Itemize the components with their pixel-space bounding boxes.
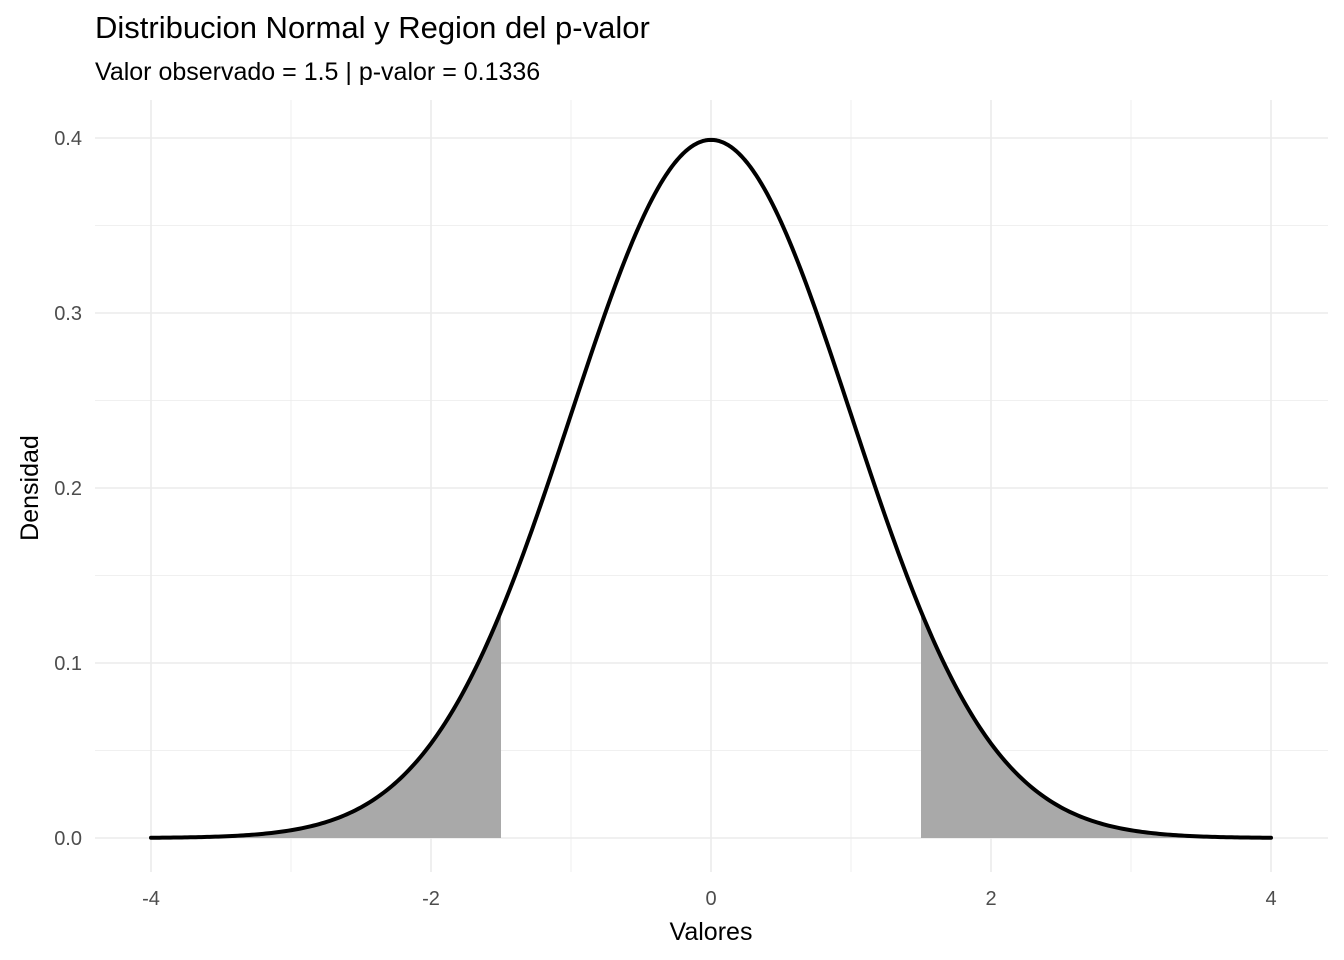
chart-title: Distribucion Normal y Region del p-valor	[95, 10, 650, 45]
x-tick-label: 2	[985, 888, 996, 910]
x-tick-label: -4	[142, 888, 160, 910]
x-tick-label: 4	[1265, 888, 1276, 910]
y-tick-label: 0.4	[54, 128, 82, 150]
chart-subtitle: Valor observado = 1.5 | p-valor = 0.1336	[95, 58, 541, 86]
x-tick-label: 0	[705, 888, 716, 910]
x-axis-title: Valores	[670, 918, 753, 946]
shaded-regions	[151, 611, 1271, 838]
y-tick-labels: 0.0 0.1 0.2 0.3 0.4	[54, 128, 82, 850]
x-tick-label: -2	[422, 888, 440, 910]
y-tick-label: 0.2	[54, 478, 82, 500]
shaded-region-left	[151, 611, 501, 838]
grid	[95, 100, 1328, 872]
x-tick-labels: -4 -2 0 2 4	[142, 888, 1276, 910]
y-tick-label: 0.3	[54, 303, 82, 325]
density-curve	[149, 137, 1273, 840]
y-axis-title: Densidad	[16, 435, 44, 541]
shaded-region-right	[921, 611, 1271, 838]
y-tick-label: 0.0	[54, 828, 82, 850]
y-tick-label: 0.1	[54, 653, 82, 675]
